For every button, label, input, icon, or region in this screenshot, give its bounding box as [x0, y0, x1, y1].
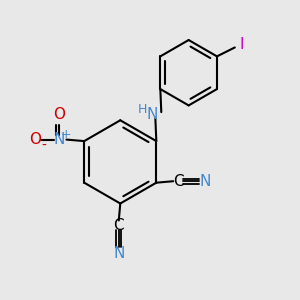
Text: O: O: [29, 132, 41, 147]
Text: I: I: [240, 37, 244, 52]
Text: N: N: [200, 174, 211, 189]
Text: +: +: [61, 128, 72, 141]
Text: O: O: [53, 107, 65, 122]
Text: H: H: [137, 103, 147, 116]
Text: C: C: [113, 218, 124, 233]
Text: -: -: [41, 139, 46, 153]
Text: C: C: [173, 174, 184, 189]
Text: N: N: [53, 132, 65, 147]
Text: N: N: [146, 107, 158, 122]
Text: N: N: [113, 246, 124, 261]
